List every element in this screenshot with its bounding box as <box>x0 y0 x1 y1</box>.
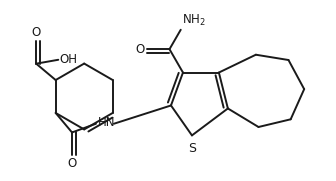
Text: O: O <box>68 157 77 170</box>
Text: S: S <box>188 142 196 155</box>
Text: O: O <box>32 26 41 39</box>
Text: NH$_2$: NH$_2$ <box>182 13 206 28</box>
Text: OH: OH <box>60 53 78 66</box>
Text: HN: HN <box>97 116 115 129</box>
Text: O: O <box>135 43 145 56</box>
